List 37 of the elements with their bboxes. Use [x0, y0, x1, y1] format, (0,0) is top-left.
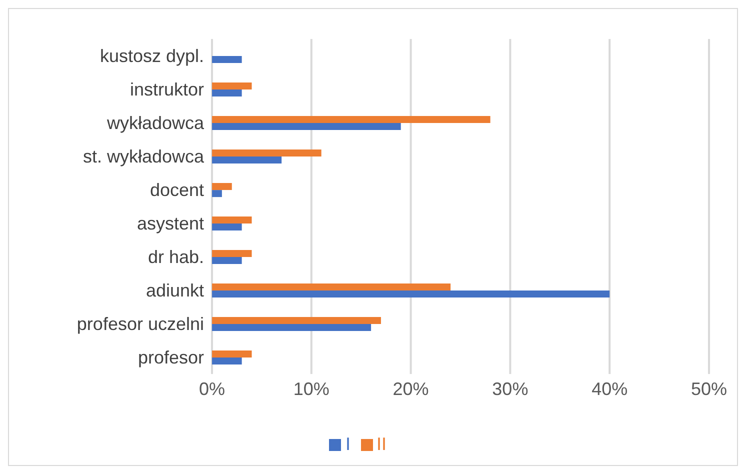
y-tick-label: profesor uczelni	[76, 314, 204, 334]
y-tick-label: wykładowca	[106, 113, 205, 134]
bar	[212, 290, 610, 298]
bar	[212, 324, 372, 332]
bar	[212, 56, 242, 64]
x-tick-label: 10%	[293, 378, 330, 399]
legend-label: I	[345, 434, 350, 454]
bar	[212, 358, 242, 365]
y-tick-label: docent	[150, 180, 204, 200]
y-tick-label: dr hab.	[148, 247, 204, 268]
y-tick-label: asystent	[136, 214, 204, 234]
bar	[212, 317, 381, 324]
bar	[212, 257, 242, 264]
y-tick-label: profesor	[138, 348, 204, 368]
bar	[212, 156, 282, 164]
legend-label: II	[376, 434, 387, 454]
x-tick-label: 0%	[198, 378, 226, 399]
x-tick-label: 50%	[690, 378, 728, 399]
bar	[212, 90, 242, 97]
bar	[212, 216, 252, 224]
y-tick-label: kustosz dypl.	[100, 46, 204, 66]
y-tick-label: instruktor	[130, 80, 204, 100]
x-tick-label: 30%	[492, 378, 528, 399]
bar	[212, 224, 242, 231]
x-tick-label: 20%	[392, 378, 429, 399]
x-tick-label: 40%	[592, 378, 628, 399]
y-tick-label: st. wykładowca	[82, 146, 205, 167]
bar	[212, 116, 490, 124]
bar	[212, 190, 222, 198]
bar	[212, 123, 401, 130]
y-tick-label: adiunkt	[146, 280, 204, 301]
bar	[212, 350, 252, 358]
bar	[212, 150, 322, 157]
bar	[212, 82, 252, 90]
bar	[212, 284, 451, 291]
bar	[212, 250, 252, 258]
bar	[212, 183, 232, 190]
